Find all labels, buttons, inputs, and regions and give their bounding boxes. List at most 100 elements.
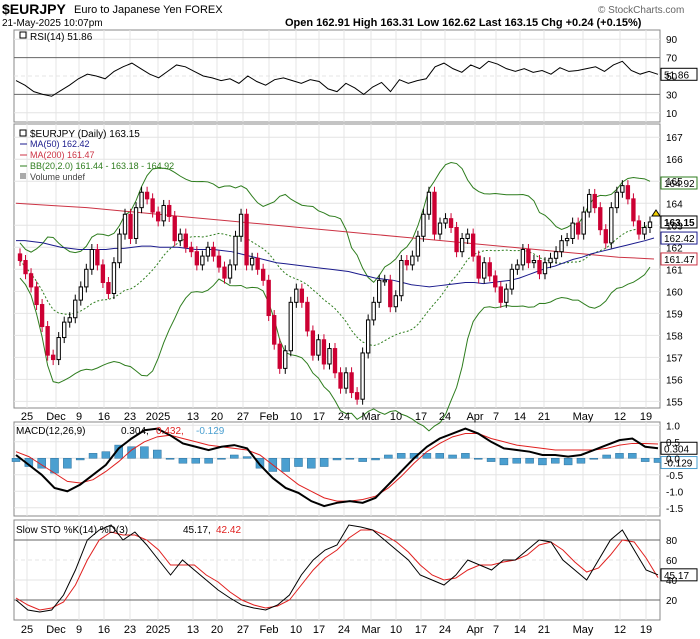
candle-body <box>23 259 28 275</box>
candle-body <box>17 253 23 261</box>
x-tick-label: May <box>573 624 594 636</box>
x-tick-label: 23 <box>124 624 136 636</box>
candle-body <box>183 233 188 248</box>
sto-tag <box>660 568 698 582</box>
candle-body <box>598 207 603 231</box>
macd-histogram-bar <box>538 458 547 466</box>
candle-body <box>332 348 338 374</box>
price-tick-label: 158 <box>666 331 683 342</box>
x-tick-label: 24 <box>439 624 451 636</box>
candle-body <box>299 288 305 303</box>
sto-legend: Slow STO %K(14) %D(3) 45.17, 42.42 <box>16 525 241 536</box>
macd-line <box>15 427 659 508</box>
x-tick-label: Feb <box>260 411 279 423</box>
x-tick-label: 21 <box>538 411 550 423</box>
candle-body <box>233 235 238 266</box>
macd-hist-tag <box>660 456 698 470</box>
candle-body <box>443 218 448 224</box>
macd-value-line: 0.304, <box>121 426 149 437</box>
macd-histogram-bar <box>152 449 162 459</box>
price-legend-icon <box>19 129 27 137</box>
x-tick-label: 17 <box>415 624 427 636</box>
macd-histogram-bar <box>242 456 252 459</box>
macd-histogram-bar <box>319 458 329 467</box>
rsi-line <box>15 60 659 97</box>
macd-value-hist: -0.129 <box>196 426 225 437</box>
x-tick-label: 25 <box>21 411 33 423</box>
price-tick-label: 156 <box>666 375 683 386</box>
candle-body <box>609 207 614 244</box>
candle-body <box>288 301 293 352</box>
macd-tick-label: 1.0 <box>666 421 680 432</box>
macd-histogram-bar <box>11 458 21 462</box>
candle-body <box>178 233 183 242</box>
candle-body <box>537 259 542 275</box>
candle-body <box>255 257 260 270</box>
x-tick-label: 16 <box>98 411 110 423</box>
macd-value-signal: 0.432, <box>156 426 184 437</box>
rsi-tag-text: 51.86 <box>664 70 689 81</box>
candle-body <box>194 251 200 266</box>
x-tick-label: 14 <box>514 624 526 636</box>
sto-layer: 45.17 <box>15 524 698 613</box>
x-tick-label: Dec <box>46 411 66 423</box>
legend-ma50: MA(50) 162.42 <box>30 139 90 149</box>
candle-body <box>167 204 172 217</box>
candle-body <box>28 273 34 288</box>
macd-histogram-bar <box>435 453 444 459</box>
candle-body <box>570 222 575 239</box>
candle-body <box>260 268 266 281</box>
ma200-line <box>15 202 655 260</box>
candle-body <box>227 264 233 279</box>
macd-histogram-bar <box>615 453 624 459</box>
candle-body <box>349 372 354 394</box>
x-tick-label: 12 <box>614 411 626 423</box>
rsi-value-tag <box>660 67 698 81</box>
candle-body <box>476 255 481 279</box>
candle-body <box>111 262 117 295</box>
macd-histogram-bar <box>345 458 355 460</box>
candle-body <box>294 288 299 303</box>
candle-body <box>647 221 653 228</box>
candle-body <box>388 279 393 308</box>
x-tick-label: 13 <box>187 411 199 423</box>
rsi-layer: 51.86 <box>15 60 698 97</box>
candle-body <box>448 218 454 228</box>
candle-body <box>172 215 177 242</box>
macd-histogram-bar <box>63 458 72 469</box>
candle-body <box>432 191 437 235</box>
ma50-tag-text: 162.42 <box>664 234 695 245</box>
x-tick-label: 14 <box>514 411 526 423</box>
candle-body <box>642 226 647 235</box>
macd-histogram-bar <box>114 444 123 459</box>
candle-body <box>133 207 139 239</box>
candle-body <box>426 191 432 215</box>
candle-body <box>631 198 636 222</box>
price-tick-label: 166 <box>666 155 683 166</box>
candle-body <box>222 266 227 279</box>
x-tick-label: 17 <box>313 624 325 636</box>
candle-body <box>283 350 288 369</box>
sto-panel <box>13 519 661 621</box>
bb-upper-tag-text: 164.92 <box>664 179 695 190</box>
ma50-tag <box>660 231 698 245</box>
x-tick-label: 2025 <box>146 411 170 423</box>
candle-body <box>73 299 78 319</box>
x-tick-label: 13 <box>187 624 199 636</box>
rsi-tick-label: 70 <box>666 54 678 65</box>
macd-histogram-bar <box>628 453 637 459</box>
x-tick-label: 19 <box>640 624 652 636</box>
candle-body <box>139 191 144 209</box>
candle-body <box>56 337 61 361</box>
candle-body <box>636 220 642 235</box>
macd-tick-label: -0.5 <box>666 471 684 482</box>
macd-histogram-bar <box>396 453 406 459</box>
x-tick-label: 27 <box>237 411 249 423</box>
ma200-tag <box>660 252 698 266</box>
x-tick-label: 23 <box>124 411 136 423</box>
candle-body <box>321 339 327 365</box>
price-tick-label: 165 <box>666 177 683 188</box>
candle-body <box>603 229 608 244</box>
macd-signal-line <box>15 433 659 502</box>
price-tick-label: 161 <box>666 265 683 276</box>
